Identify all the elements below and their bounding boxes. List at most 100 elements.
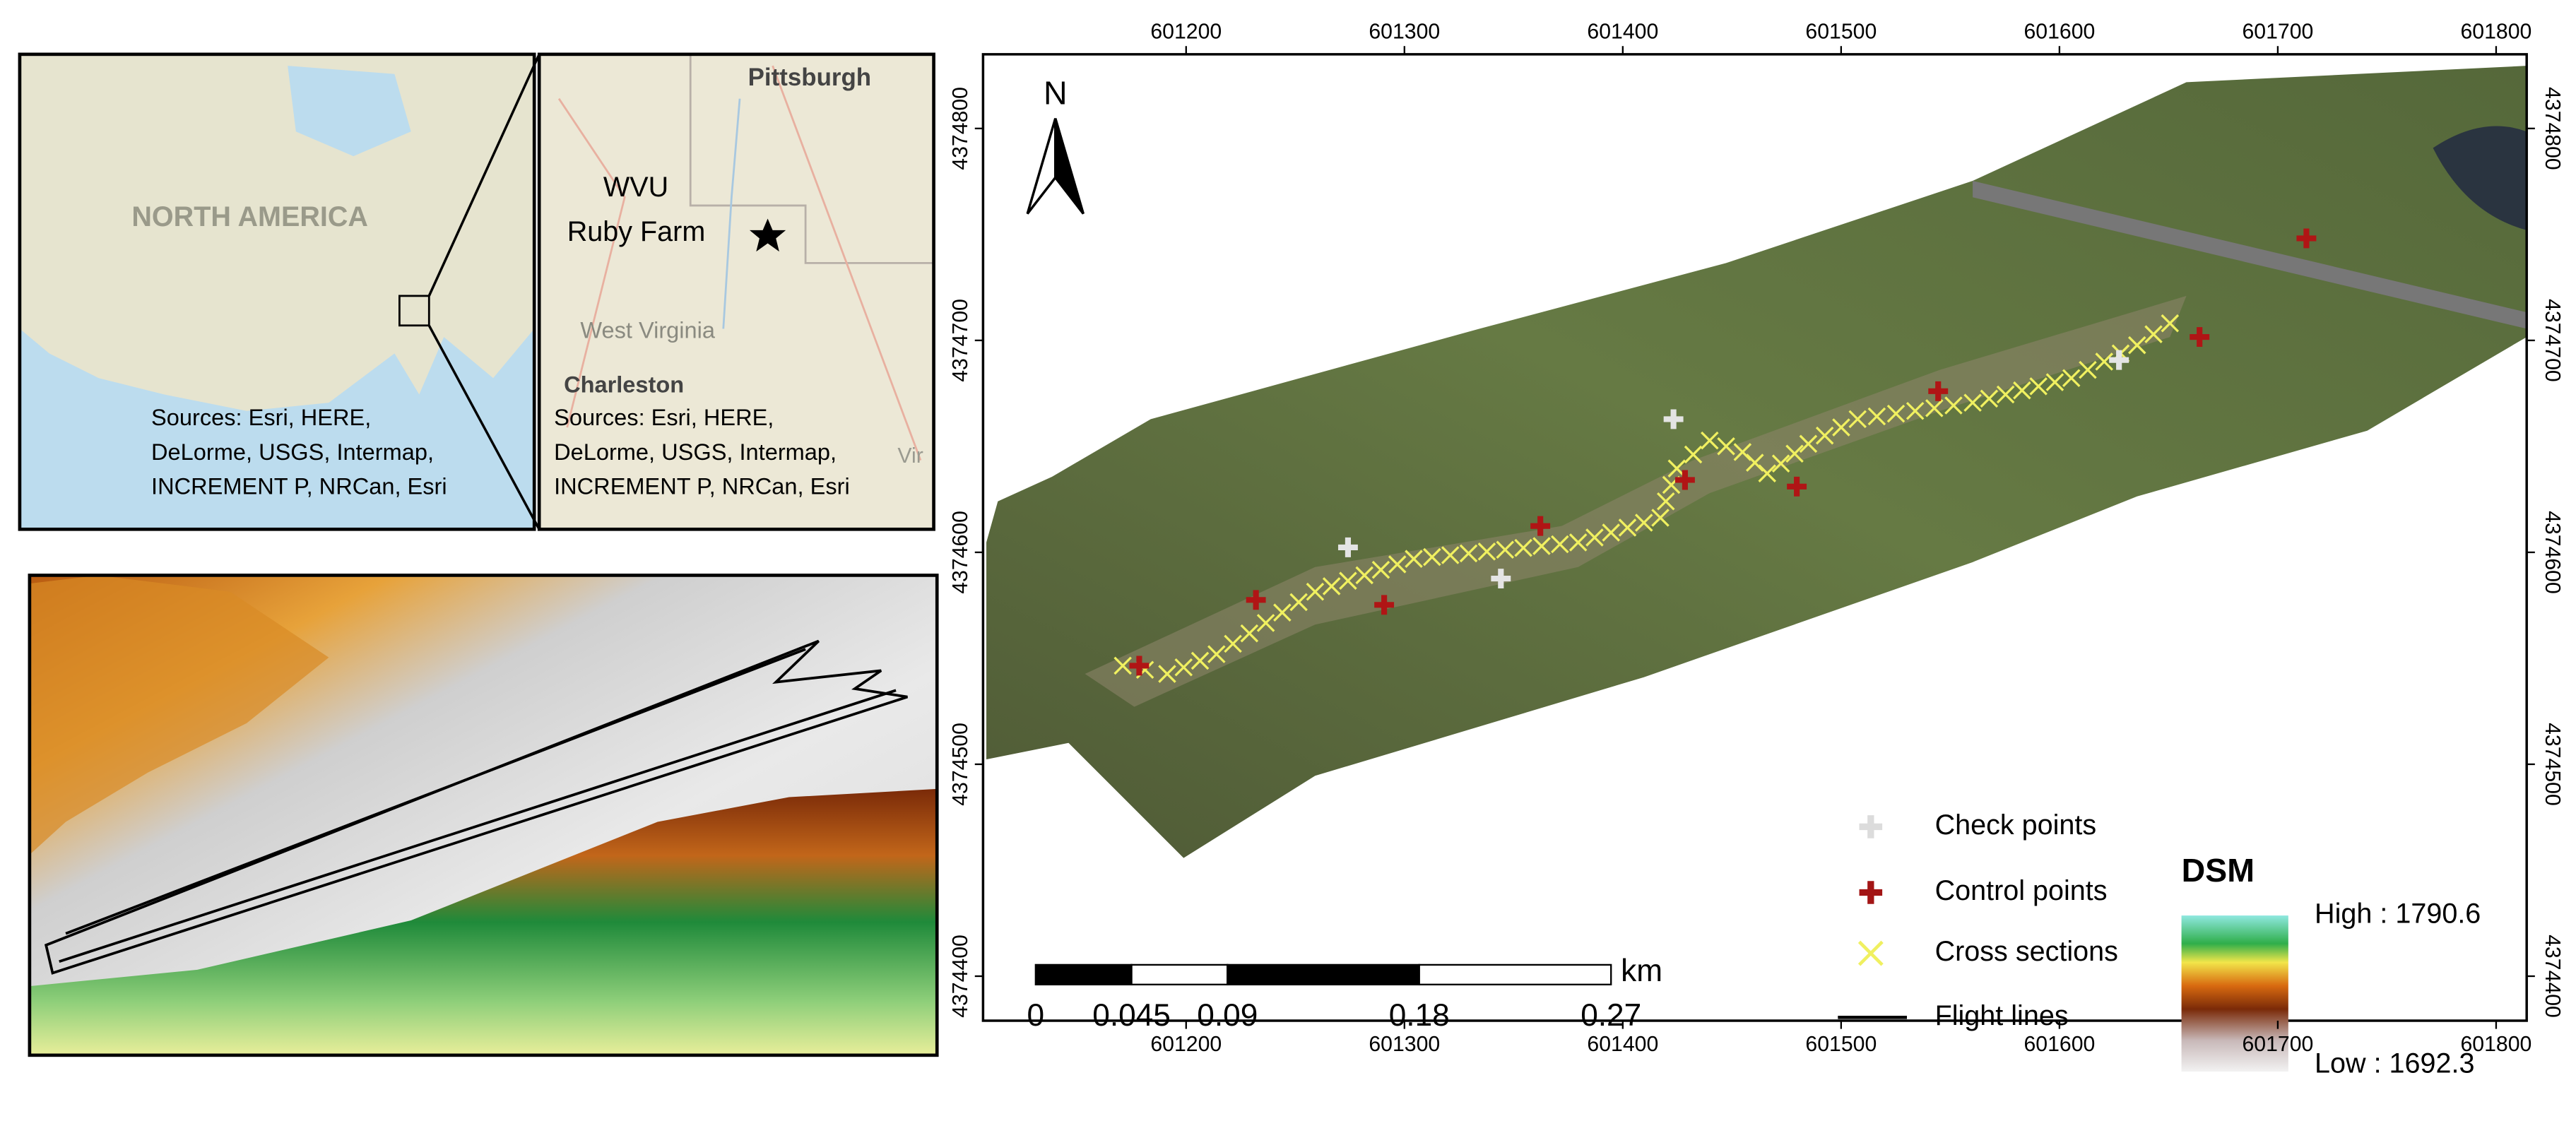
x-tick-label: 601600 xyxy=(2023,20,2095,44)
cross-section xyxy=(1240,624,1259,643)
cross-section xyxy=(1158,665,1176,683)
scale-segment xyxy=(1227,963,1420,985)
sources-line: DeLorme, USGS, Intermap, xyxy=(151,439,434,465)
cross-section xyxy=(1602,523,1620,542)
cross-section xyxy=(1651,509,1670,527)
cross-section xyxy=(1289,593,1308,612)
cross-section xyxy=(1532,537,1551,555)
cross-section xyxy=(2029,377,2048,396)
y-tick-label: 4374800 xyxy=(2541,87,2564,170)
panel-frame xyxy=(28,574,939,1057)
cross-section xyxy=(1355,566,1373,585)
cross-section xyxy=(2045,373,2064,391)
cross-section xyxy=(1514,538,1532,557)
place-label: Ruby Farm xyxy=(567,216,706,247)
y-tick-label: 4374700 xyxy=(2541,299,2564,382)
check-point xyxy=(1491,569,1511,589)
cross-section xyxy=(1906,401,1925,420)
x-tick-label: 601600 xyxy=(2023,1033,2095,1056)
cross-section xyxy=(1306,582,1325,601)
cross-section xyxy=(1174,658,1193,677)
y-tick-label: 4374600 xyxy=(949,511,972,594)
cross-section xyxy=(1815,426,1834,445)
cross-section xyxy=(1273,603,1292,622)
pond xyxy=(2433,126,2527,230)
cross-section xyxy=(1980,389,1999,408)
valley-floor xyxy=(1085,295,2187,707)
cross-section xyxy=(1113,656,1132,675)
cross-section xyxy=(1656,492,1675,511)
sources-line: Sources: Esri, HERE, xyxy=(554,405,774,430)
sources-line: INCREMENT P, NRCan, Esri xyxy=(554,474,850,499)
control-point xyxy=(1787,476,1807,497)
cross-section xyxy=(1423,547,1441,567)
cross-section xyxy=(1717,437,1735,456)
north-arrow: N xyxy=(1026,74,1085,215)
cross-section xyxy=(1190,651,1210,670)
cross-section xyxy=(1799,434,1818,453)
x-tick-label: 601300 xyxy=(1369,20,1440,44)
cross-section xyxy=(2095,352,2114,371)
check-point xyxy=(2109,350,2129,370)
control-point xyxy=(1129,656,1150,676)
lakes xyxy=(288,66,411,157)
cross-section xyxy=(2127,336,2146,355)
river xyxy=(722,98,741,329)
cross-section xyxy=(2161,314,2180,333)
x-tick-label: 601500 xyxy=(1805,1033,1877,1056)
y-tick-label: 4374600 xyxy=(2541,511,2564,594)
cross-section xyxy=(1886,404,1906,423)
scale-segment xyxy=(1418,963,1612,985)
coordinate-ticks: 601200 601200 601300 601300 601400 601400 6015… xyxy=(949,20,2564,1056)
x-tick-label: 601700 xyxy=(2242,20,2313,44)
region-label: NORTH AMERICA xyxy=(131,201,368,232)
cross-section xyxy=(1832,418,1850,437)
sources-line: Sources: Esri, HERE, xyxy=(151,405,371,430)
x-tick-label: 601200 xyxy=(1150,20,1222,44)
survey-points xyxy=(1113,228,2317,683)
legend: Check points Control points Cross sectio… xyxy=(1838,809,2481,1079)
x-tick-label: 601700 xyxy=(2242,1033,2313,1056)
y-tick-label: 4374500 xyxy=(949,723,972,806)
flight-lines xyxy=(44,639,908,975)
land xyxy=(19,54,535,411)
sources-line: DeLorme, USGS, Intermap, xyxy=(554,439,837,465)
cross-section xyxy=(1477,542,1496,561)
x-tick-label: 601400 xyxy=(1587,20,1658,44)
dsm-colorbar xyxy=(2181,915,2288,1072)
cross-section xyxy=(1339,571,1357,590)
north-label: N xyxy=(1044,74,1068,111)
cross-section xyxy=(1785,444,1804,463)
cross-section xyxy=(2144,325,2163,343)
state-border xyxy=(689,54,934,264)
cross-section xyxy=(1701,431,1719,450)
x-tick-label: 601800 xyxy=(2460,20,2531,44)
dem-panel xyxy=(28,574,939,1057)
x-tick-label: 601200 xyxy=(1150,1033,1222,1056)
inset-west-virginia: Pittsburgh WVU Ruby Farm West Virginia C… xyxy=(537,52,935,531)
scale-label: 0.27 xyxy=(1581,998,1641,1033)
cross-section xyxy=(2013,381,2031,400)
cross-section xyxy=(1771,454,1790,473)
cross-section xyxy=(1441,546,1460,564)
x-tick-label: 601500 xyxy=(1805,20,1877,44)
scale-label: 0.18 xyxy=(1389,998,1450,1033)
dsm-high: High : 1790.6 xyxy=(2315,898,2481,930)
x-tick-label: 601400 xyxy=(1587,1033,1658,1056)
control-point xyxy=(1374,595,1395,615)
sources-line: INCREMENT P, NRCan, Esri xyxy=(151,474,447,499)
place-label: West Virginia xyxy=(580,318,716,343)
cross-section xyxy=(1758,464,1777,482)
cross-section xyxy=(1618,518,1637,537)
site-star xyxy=(749,218,786,252)
inset-north-america: NORTH AMERICA Sources: Esri, HERE, DeLor… xyxy=(18,52,536,531)
legend-label: Cross sections xyxy=(1935,936,2118,967)
y-tick-label: 4374400 xyxy=(2541,935,2564,1018)
cross-section xyxy=(1867,407,1886,426)
cross-section xyxy=(1207,645,1226,663)
cross-section xyxy=(1496,540,1515,559)
dem-ridge xyxy=(29,575,329,855)
control-point xyxy=(1928,381,1949,401)
